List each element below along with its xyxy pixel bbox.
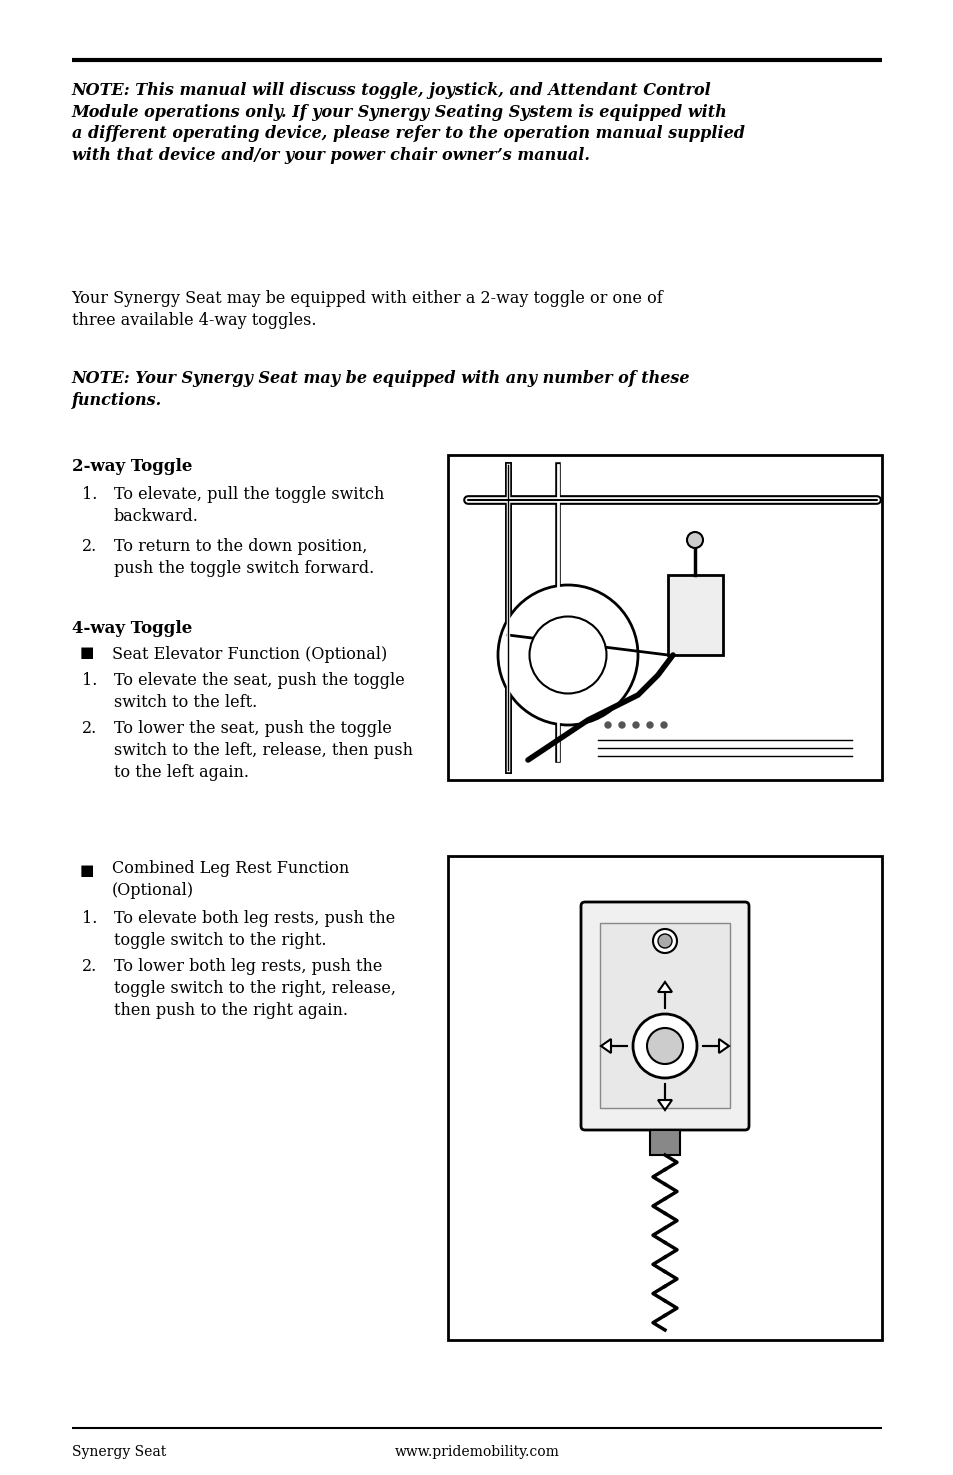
FancyBboxPatch shape [580,903,748,1130]
FancyArrow shape [600,1038,626,1053]
FancyArrow shape [658,982,671,1007]
Circle shape [633,721,639,729]
Text: Your Synergy Seat may be equipped with either a 2-way toggle or one of
three ava: Your Synergy Seat may be equipped with e… [71,291,662,329]
Text: www.pridemobility.com: www.pridemobility.com [395,1446,558,1459]
Text: To lower both leg rests, push the: To lower both leg rests, push the [113,957,381,975]
Text: switch to the left, release, then push: switch to the left, release, then push [113,742,412,760]
Circle shape [686,532,702,549]
Bar [448,855,882,1339]
Circle shape [529,617,606,693]
Text: To elevate the seat, push the toggle: To elevate the seat, push the toggle [113,673,404,689]
Text: 1.: 1. [81,485,97,503]
Text: To elevate both leg rests, push the: To elevate both leg rests, push the [113,910,395,926]
Text: To return to the down position,: To return to the down position, [113,538,367,555]
Circle shape [618,721,624,729]
Text: 1.: 1. [81,910,97,926]
Circle shape [497,586,638,726]
Text: 2-way Toggle: 2-way Toggle [71,459,192,475]
Bar [667,575,722,655]
Circle shape [646,721,652,729]
Text: 2.: 2. [81,720,96,738]
Circle shape [604,721,610,729]
Text: 2.: 2. [81,957,96,975]
Text: To elevate, pull the toggle switch: To elevate, pull the toggle switch [113,485,383,503]
Text: (Optional): (Optional) [112,882,193,898]
Text: 2.: 2. [81,538,96,555]
Circle shape [652,929,677,953]
Circle shape [633,1013,697,1078]
Circle shape [660,721,666,729]
Text: Synergy Seat: Synergy Seat [71,1446,166,1459]
Text: ■: ■ [79,864,93,878]
Text: push the toggle switch forward.: push the toggle switch forward. [113,560,374,577]
Text: to the left again.: to the left again. [113,764,249,780]
Text: toggle switch to the right, release,: toggle switch to the right, release, [113,979,395,997]
Circle shape [646,1028,682,1063]
Text: then push to the right again.: then push to the right again. [113,1002,347,1019]
FancyArrow shape [702,1038,728,1053]
Text: toggle switch to the right.: toggle switch to the right. [113,932,326,948]
FancyArrow shape [658,1084,671,1111]
Text: NOTE: This manual will discuss toggle, joystick, and Attendant Control
Module op: NOTE: This manual will discuss toggle, j… [71,83,743,164]
Text: switch to the left.: switch to the left. [113,695,256,711]
Text: backward.: backward. [113,507,198,525]
Text: ■: ■ [79,646,93,659]
Bar [599,923,729,1108]
Text: To lower the seat, push the toggle: To lower the seat, push the toggle [113,720,391,738]
Text: Combined Leg Rest Function: Combined Leg Rest Function [112,860,349,878]
Circle shape [658,934,671,948]
Text: 4-way Toggle: 4-way Toggle [71,620,192,637]
Text: 1.: 1. [81,673,97,689]
Text: Seat Elevator Function (Optional): Seat Elevator Function (Optional) [112,646,386,662]
Text: NOTE: Your Synergy Seat may be equipped with any number of these
functions.: NOTE: Your Synergy Seat may be equipped … [71,370,689,409]
Bar [649,1130,679,1155]
Bar [448,454,882,780]
